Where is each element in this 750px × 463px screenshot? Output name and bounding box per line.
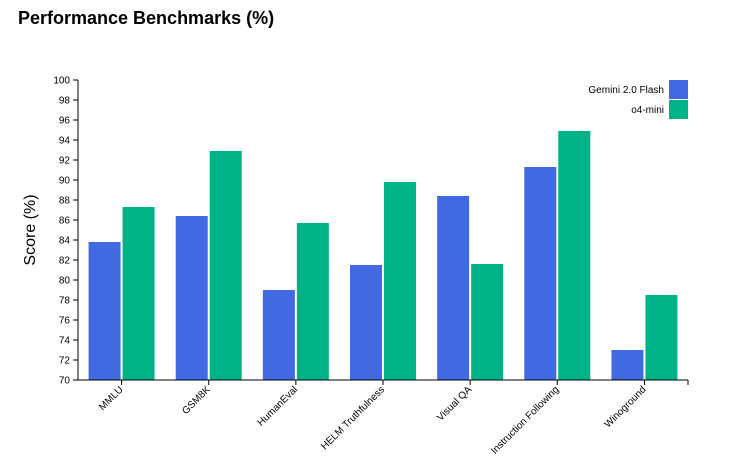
bar-gemini-3 — [350, 265, 382, 380]
bar-o4mini-0 — [122, 207, 155, 380]
x-tick-label: Visual QA — [435, 384, 474, 423]
y-tick-label: 98 — [59, 96, 71, 107]
y-tick-label: 82 — [59, 256, 71, 267]
x-tick-label: HELM Truthfulness — [319, 384, 387, 452]
bar-gemini-6 — [611, 350, 644, 380]
x-tick-label: HumanEval — [256, 384, 300, 428]
bar-o4mini-2 — [296, 223, 329, 380]
y-tick-label: 92 — [59, 156, 71, 167]
bar-gemini-1 — [175, 216, 208, 380]
x-tick-label: Instruction Following — [489, 384, 561, 456]
y-tick-label: 90 — [59, 176, 71, 187]
y-tick-label: 88 — [59, 196, 71, 207]
bar-o4mini-6 — [645, 295, 678, 380]
legend-swatch-0 — [669, 80, 688, 99]
y-tick-label: 84 — [59, 236, 71, 247]
bar-o4mini-3 — [384, 182, 416, 380]
x-tick-label: GSM8K — [180, 384, 213, 417]
bar-gemini-4 — [437, 196, 470, 380]
y-tick-label: 72 — [59, 356, 71, 367]
bar-o4mini-4 — [471, 264, 504, 380]
legend-label-1: o4-mini — [631, 105, 664, 116]
legend-swatch-1 — [669, 100, 688, 119]
y-tick-label: 96 — [59, 116, 71, 127]
bar-gemini-2 — [262, 290, 295, 380]
chart-title: Performance Benchmarks (%) — [18, 8, 275, 28]
y-axis-title: Score (%) — [22, 194, 39, 265]
legend-label-0: Gemini 2.0 Flash — [588, 85, 664, 96]
bar-o4mini-5 — [558, 131, 591, 380]
y-tick-label: 86 — [59, 216, 71, 227]
y-tick-label: 78 — [59, 296, 71, 307]
y-tick-label: 74 — [59, 336, 71, 347]
bar-gemini-5 — [524, 167, 557, 380]
y-tick-label: 100 — [53, 76, 70, 87]
y-tick-label: 94 — [59, 136, 71, 147]
legend: Gemini 2.0 Flash o4-mini — [588, 80, 688, 119]
x-tick-label: MMLU — [97, 384, 126, 413]
bars-layer — [88, 131, 678, 380]
y-tick-label: 70 — [59, 376, 71, 387]
y-tick-label: 80 — [59, 276, 71, 287]
y-tick-label: 76 — [59, 316, 71, 327]
bar-gemini-0 — [88, 242, 121, 380]
bar-o4mini-1 — [209, 151, 242, 380]
x-tick-label: Winoground — [603, 384, 649, 430]
